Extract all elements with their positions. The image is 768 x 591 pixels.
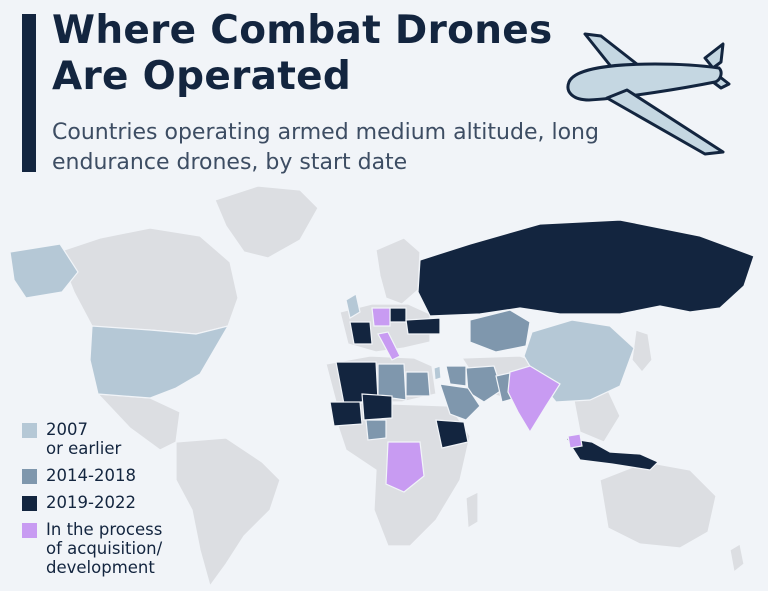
region-iraq xyxy=(445,365,467,387)
region-poland xyxy=(389,307,407,323)
region-scandinavia xyxy=(375,237,421,305)
region-ukraine xyxy=(405,317,441,335)
region-alaska xyxy=(9,243,79,299)
region-malaysia xyxy=(567,433,583,449)
legend-item-2007-or-earlier: 2007 or earlier xyxy=(22,420,262,458)
legend-item-2019-2022: 2019-2022 xyxy=(22,493,262,512)
legend-label: 2014-2018 xyxy=(46,466,136,485)
region-kazakhstan xyxy=(469,309,531,353)
drone-illustration-icon xyxy=(566,32,731,156)
region-italy xyxy=(377,331,401,361)
region-japan xyxy=(631,329,653,373)
world-map xyxy=(9,185,755,588)
legend-swatch xyxy=(22,469,37,484)
region-united-states xyxy=(89,325,230,399)
region-india xyxy=(507,365,561,434)
header-accent-bar xyxy=(22,14,36,172)
region-indonesia xyxy=(564,437,660,471)
region-nigeria xyxy=(365,419,387,441)
legend-item-in-process: In the process of acquisition/ developme… xyxy=(22,520,262,577)
region-saudi-arabia xyxy=(439,383,481,421)
region-new-zealand xyxy=(729,543,745,574)
map-legend: 2007 or earlier 2014-2018 2019-2022 In t… xyxy=(22,420,262,585)
region-mali xyxy=(329,401,363,427)
region-germany xyxy=(371,307,391,327)
region-egypt xyxy=(405,371,431,397)
region-dr-congo xyxy=(385,441,425,493)
legend-swatch xyxy=(22,423,37,438)
legend-swatch xyxy=(22,496,37,511)
region-ethiopia xyxy=(435,419,469,449)
region-greenland xyxy=(214,185,319,259)
region-russia xyxy=(417,219,755,317)
legend-label: 2007 or earlier xyxy=(46,420,122,458)
region-libya xyxy=(377,363,407,401)
region-australia xyxy=(599,461,717,549)
region-israel xyxy=(433,365,442,381)
region-niger xyxy=(361,393,393,421)
region-canada xyxy=(57,227,239,335)
region-madagascar xyxy=(465,491,479,530)
legend-item-2014-2018: 2014-2018 xyxy=(22,466,262,485)
region-united-kingdom xyxy=(345,293,361,319)
page-subtitle: Countries operating armed medium altitud… xyxy=(52,120,599,175)
region-south-america xyxy=(175,437,281,588)
legend-label: In the process of acquisition/ developme… xyxy=(46,520,163,577)
page-title: Where Combat Drones Are Operated xyxy=(52,8,553,99)
legend-label: 2019-2022 xyxy=(46,493,136,512)
legend-swatch xyxy=(22,523,37,538)
region-france xyxy=(349,321,373,345)
